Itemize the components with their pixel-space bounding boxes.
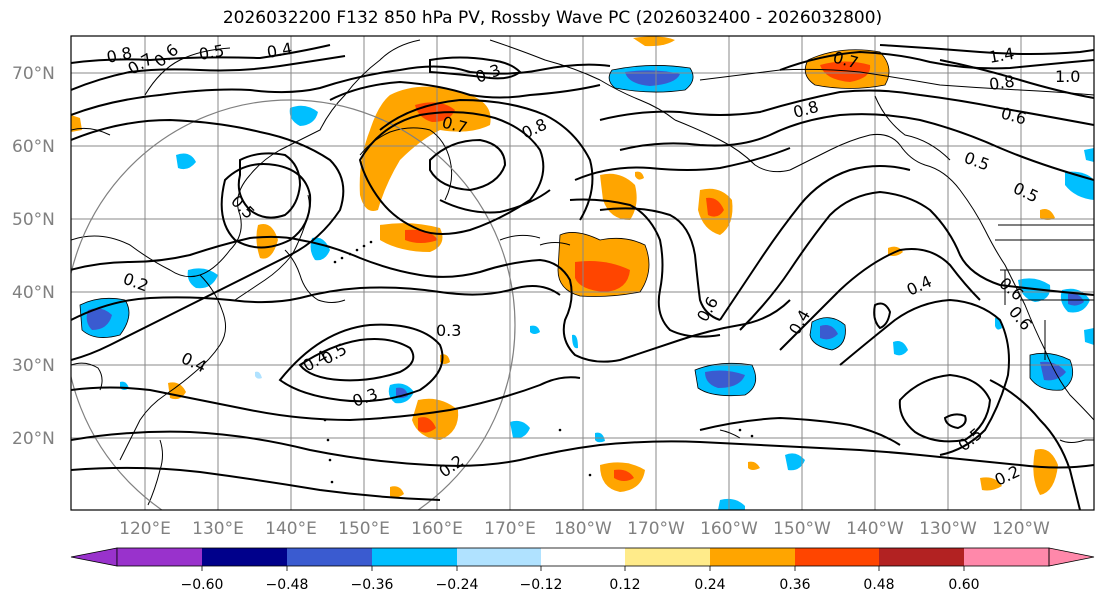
contour-label: 1.4 xyxy=(987,44,1015,67)
colorbar-tick-label: −0.36 xyxy=(351,577,394,593)
lon-label: 160°E xyxy=(411,519,463,539)
colorbar-tick-label: 0.48 xyxy=(863,577,894,593)
colorbar-bin xyxy=(202,548,287,566)
lat-label: 70°N xyxy=(12,64,55,84)
colorbar-bin xyxy=(964,548,1049,566)
contour-label: 1.0 xyxy=(1055,67,1080,86)
colorbar-bin xyxy=(625,548,710,566)
lat-label: 60°N xyxy=(12,137,55,157)
lat-label: 30°N xyxy=(12,356,55,376)
colorbar-tick-label: −0.48 xyxy=(266,577,309,593)
contour-label: 0.8 xyxy=(105,43,134,67)
colorbar-bin xyxy=(541,548,625,566)
lon-label: 130°W xyxy=(919,519,977,539)
colorbar-extend-left xyxy=(70,547,118,567)
map-title: 2026032200 F132 850 hPa PV, Rossby Wave … xyxy=(222,8,883,28)
contour-label: 0.4 xyxy=(265,39,293,62)
great-circle xyxy=(71,99,516,510)
lon-label: 150°E xyxy=(338,519,390,539)
contour-label: 0.3 xyxy=(436,321,461,340)
colorbar-tick-label: 0.24 xyxy=(694,577,725,593)
lon-label: 150°W xyxy=(773,519,831,539)
map-frame xyxy=(70,35,1095,511)
colorbar-bin xyxy=(372,548,457,566)
contour-label: 0.8 xyxy=(988,72,1016,94)
colorbar-extend-right xyxy=(1048,547,1095,567)
colorbar-tick-label: −0.24 xyxy=(436,577,479,593)
colorbar-tick-label: −0.12 xyxy=(520,577,563,593)
colorbar-bin xyxy=(117,548,202,566)
lon-label: 170°E xyxy=(484,519,536,539)
lon-label: 180°W xyxy=(554,519,612,539)
lon-label: 140°E xyxy=(265,519,317,539)
colorbar-tick-label: 0.12 xyxy=(609,577,640,593)
lon-labels: 120°E 130°E 140°E 150°E 160°E 170°E 180°… xyxy=(119,519,1050,539)
lat-label: 20°N xyxy=(12,429,55,449)
lon-label: 140°W xyxy=(846,519,904,539)
colorbar-bin xyxy=(457,548,541,566)
anomaly-outlines xyxy=(79,49,1074,397)
colorbar: −0.60 −0.48 −0.36 −0.24 −0.12 0.12 0.24 … xyxy=(70,547,1095,593)
colorbar-bin xyxy=(710,548,795,566)
lon-label: 120°W xyxy=(992,519,1050,539)
lat-label: 40°N xyxy=(12,283,55,303)
colorbar-bin xyxy=(795,548,879,566)
lat-labels: 70°N 60°N 50°N 40°N 30°N 20°N xyxy=(12,64,55,449)
lon-label: 170°W xyxy=(627,519,685,539)
colorbar-bin xyxy=(287,548,372,566)
colorbar-tick-label: −0.60 xyxy=(181,577,224,593)
contour-label: 0.5 xyxy=(197,41,225,64)
lon-label: 120°E xyxy=(119,519,171,539)
lon-label: 130°E xyxy=(192,519,244,539)
graticule xyxy=(71,36,1094,510)
lat-label: 50°N xyxy=(12,210,55,230)
colorbar-tick-label: 0.36 xyxy=(779,577,810,593)
anomaly-shading xyxy=(71,36,1094,510)
pv-contours xyxy=(71,44,1094,510)
colorbar-tick-label: 0.60 xyxy=(948,577,979,593)
lon-label: 160°W xyxy=(700,519,758,539)
colorbar-bin xyxy=(879,548,964,566)
